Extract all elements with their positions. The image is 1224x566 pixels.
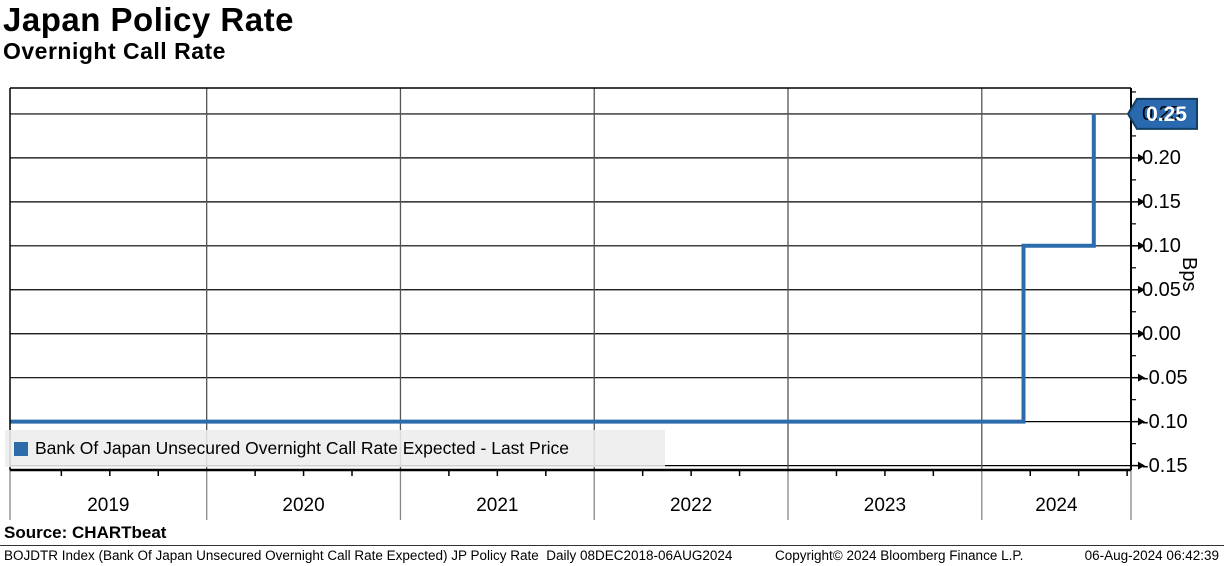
y-axis-label: 0.20: [1142, 146, 1181, 169]
source-label: Source: CHARTbeat: [4, 523, 167, 542]
y-axis-label: 0.15: [1142, 190, 1181, 213]
page-title: Japan Policy Rate: [3, 1, 294, 38]
y-axis-label: -0.10: [1142, 410, 1188, 433]
legend-label: Bank Of Japan Unsecured Overnight Call R…: [35, 438, 570, 458]
y-axis-label: 0.00: [1142, 322, 1181, 345]
series-line-boj-rate: [10, 113, 1096, 424]
x-axis-year-label: 2023: [863, 495, 907, 516]
last-price-flag: [1126, 97, 1198, 130]
footer-divider: [0, 545, 1224, 546]
y-tick-arrow-icon: [1138, 241, 1145, 250]
y-axis-label: 0.25: [1142, 102, 1181, 125]
x-axis-year-label: 2019: [87, 495, 130, 516]
y-tick-arrow-icon: [1138, 329, 1145, 338]
y-tick-arrow-icon: [1138, 373, 1145, 382]
legend: Bank Of Japan Unsecured Overnight Call R…: [5, 430, 665, 467]
y-tick-arrow-icon: [1138, 153, 1145, 162]
y-tick-arrow-icon: [1138, 461, 1145, 470]
y-axis-label: 0.05: [1142, 278, 1181, 301]
y-tick-arrow-icon: [1138, 285, 1145, 294]
x-axis-year-label: 2022: [669, 495, 713, 516]
y-axis-title: Bps: [1178, 257, 1200, 292]
footer-copyright-text: Copyright© 2024 Bloomberg Finance L.P.: [775, 548, 1024, 563]
page-subtitle: Overnight Call Rate: [3, 38, 226, 65]
y-tick-arrow-icon: [1138, 197, 1145, 206]
y-tick-arrow-icon: [1138, 417, 1145, 426]
x-axis-year-label: 2020: [282, 495, 325, 516]
x-axis-year-label: 2021: [476, 495, 519, 516]
chart-header: Japan Policy Rate Overnight Call Rate: [3, 1, 294, 65]
footer-timestamp: 06-Aug-2024 06:42:39: [1084, 548, 1219, 563]
last-price-badge: 0.25: [1146, 103, 1187, 126]
y-axis-label: -0.05: [1142, 366, 1188, 389]
y-axis-label: -0.15: [1142, 454, 1188, 477]
footer-ticker-text: BOJDTR Index (Bank Of Japan Unsecured Ov…: [4, 548, 733, 563]
x-axis-year-label: 2024: [1035, 495, 1078, 516]
legend-swatch-icon: [14, 441, 28, 456]
footer: BOJDTR Index (Bank Of Japan Unsecured Ov…: [0, 548, 1224, 566]
y-axis-label: 0.10: [1142, 234, 1181, 257]
